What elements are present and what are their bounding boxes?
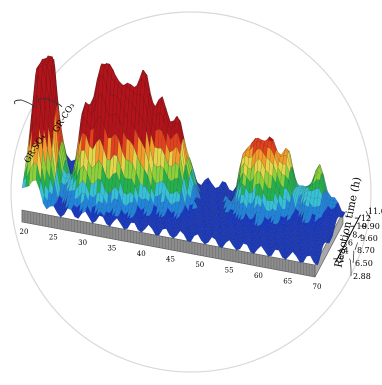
time-tick-label: 10 [357,222,367,231]
ph-connector [365,210,371,219]
x-tick-label: 35 [107,245,116,253]
time-axis-line [335,214,362,263]
ph-tick-label: 6.50 [355,259,373,268]
ph-connector [354,242,359,251]
x-tick-label: 20 [20,228,29,236]
ph-tick-label: 9.90 [362,222,380,231]
x-tick-label: 60 [254,272,263,280]
ph-tick-label: 11.0 [368,207,382,216]
x-tick-label: 55 [225,267,234,275]
time-tick-label: 6 [348,239,353,248]
ph-axis-ticks: 11.0 9.90 9.60 8.70 6.50 2.88 [349,207,382,281]
x-tick-label: 45 [166,256,175,264]
time-tick-label: 4 [344,247,349,256]
x-tick-label: 25 [49,234,58,242]
ph-tick-label: 2.88 [353,272,371,281]
time-axis [335,214,362,263]
ph-connector [357,234,363,239]
x-tick-label: 40 [137,250,146,258]
x-tick-label: 65 [283,278,292,286]
time-tick-label: 2 [339,255,344,264]
ph-tick-label: 8.70 [357,246,375,255]
x-tick-label: 50 [195,261,204,269]
surface-cell [313,262,319,266]
x-axis-ticks: 20 25 30 35 40 45 50 55 60 65 70 [20,228,322,291]
surface-base [21,209,344,278]
x-tick-label: 30 [78,239,87,247]
ph-connector [352,250,355,264]
x-tick-label: 70 [313,283,322,291]
gr-co3-brace [37,98,63,108]
ph-tick-label: 9.60 [360,234,378,243]
gr-so4-brace [13,99,36,109]
time-tick-label: 12 [361,214,371,223]
surface-mesh [21,55,346,266]
ph-connector [349,258,352,277]
time-tick-label: 8 [352,230,357,239]
